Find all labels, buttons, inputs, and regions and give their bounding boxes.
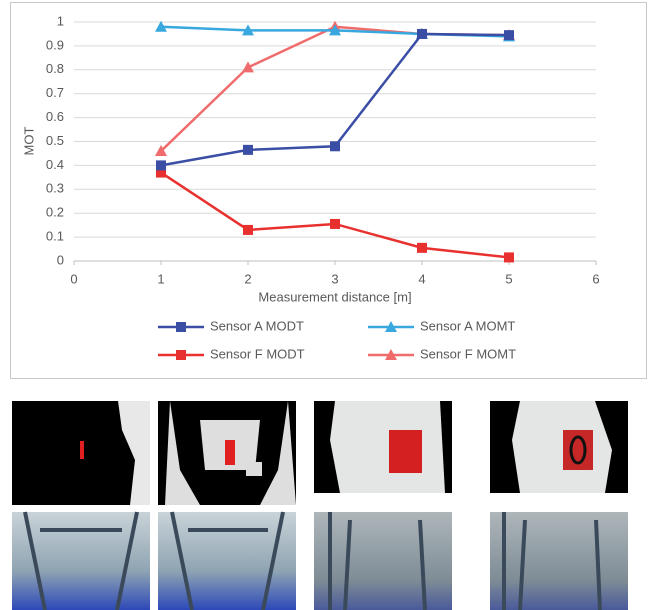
x-tick-label: 6 <box>592 271 599 286</box>
marker <box>330 219 340 229</box>
marker <box>243 225 253 235</box>
mask-detection <box>80 441 84 459</box>
y-tick-label: 1 <box>57 13 64 28</box>
marker <box>417 29 427 39</box>
x-axis-title: Measurement distance [m] <box>258 289 411 304</box>
x-tick-label: 1 <box>157 271 164 286</box>
x-tick-label: 2 <box>244 271 251 286</box>
y-tick-label: 0.6 <box>46 109 64 124</box>
mask-detection <box>225 440 235 465</box>
depth-detection <box>389 430 422 473</box>
y-tick-label: 0.1 <box>46 229 64 244</box>
y-tick-label: 0.4 <box>46 157 64 172</box>
marker <box>504 30 514 40</box>
marker <box>176 350 186 360</box>
x-tick-label: 4 <box>418 271 425 286</box>
series-line <box>161 173 509 258</box>
marker <box>243 145 253 155</box>
y-tick-label: 0.7 <box>46 85 64 100</box>
camera-image <box>490 512 628 610</box>
y-tick-label: 0.2 <box>46 205 64 220</box>
y-tick-label: 0.5 <box>46 133 64 148</box>
y-tick-label: 0.3 <box>46 181 64 196</box>
y-tick-label: 0.9 <box>46 37 64 52</box>
camera-image <box>12 512 150 610</box>
x-tick-label: 5 <box>505 271 512 286</box>
legend-label: Sensor F MODT <box>210 346 305 361</box>
x-tick-label: 3 <box>331 271 338 286</box>
mask-shape <box>246 462 262 476</box>
y-tick-label: 0 <box>57 252 64 267</box>
figure: 0 0.1 0.2 0.3 0.4 0.5 0.6 0.7 0.8 0.9 1 0 1 2 3 4 5 6 MOT… <box>0 0 657 610</box>
marker <box>176 322 186 332</box>
x-tick-label: 0 <box>70 271 77 286</box>
marker <box>417 243 427 253</box>
legend-label: Sensor A MOMT <box>420 318 515 333</box>
legend-label: Sensor F MOMT <box>420 346 516 361</box>
marker <box>504 252 514 262</box>
camera-image <box>314 512 452 610</box>
photo-panels <box>12 401 628 610</box>
marker <box>242 61 254 72</box>
legend: Sensor A MODT Sensor A MOMT Sensor F MODT S… <box>158 318 516 361</box>
chart-frame <box>11 3 647 379</box>
y-tick-label: 0.8 <box>46 61 64 76</box>
plot: 0 0.1 0.2 0.3 0.4 0.5 0.6 0.7 0.8 0.9 1 0 1 2 3 4 5 6 <box>46 13 600 286</box>
camera-image <box>158 512 296 610</box>
marker <box>330 141 340 151</box>
legend-label: Sensor A MODT <box>210 318 304 333</box>
marker <box>156 160 166 170</box>
y-axis-title: MOT <box>21 127 36 156</box>
